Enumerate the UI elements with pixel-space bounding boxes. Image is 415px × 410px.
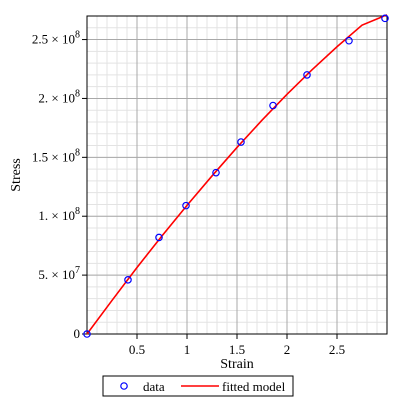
x-tick-label: 1	[184, 342, 191, 357]
data-markers	[83, 14, 389, 338]
y-tick-label: 2. × 108	[38, 88, 80, 105]
x-axis-label: Strain	[220, 357, 253, 372]
y-tick-label: 1.5 × 108	[32, 147, 80, 164]
x-tick-label: 1.5	[229, 342, 245, 357]
y-tick-label: 1. × 108	[38, 206, 80, 223]
x-tick-label: 2	[284, 342, 291, 357]
data-point	[381, 14, 389, 23]
major-grid	[87, 16, 387, 334]
data-point	[345, 36, 353, 45]
data-point	[269, 101, 277, 110]
y-tick-label: 2.5 × 108	[32, 30, 80, 47]
legend-fitted-label: fitted model	[222, 379, 286, 394]
data-point	[237, 138, 245, 146]
legend-data-marker	[120, 382, 128, 390]
x-tick-label: 2.5	[329, 342, 345, 357]
legend-data-label: data	[143, 379, 165, 394]
x-tick-label: 0.5	[129, 342, 145, 357]
data-point	[212, 168, 220, 177]
data-point	[155, 233, 163, 242]
fitted-model-line	[86, 14, 388, 335]
data-point	[303, 71, 311, 79]
data-point	[83, 330, 91, 338]
data-point	[124, 276, 132, 284]
y-axis-label: Stress	[9, 158, 24, 191]
legend: data fitted model	[102, 375, 294, 397]
data-point	[182, 201, 190, 210]
y-tick-label: 5. × 107	[38, 265, 80, 282]
y-axis-ticks: 0 5. × 107 1. × 108 1.5 × 108 2. × 108 2.5 × …	[32, 30, 87, 341]
y-tick-label: 0	[74, 326, 81, 341]
x-axis-ticks: 0.5 1 1.5 2 2.5	[129, 334, 345, 357]
